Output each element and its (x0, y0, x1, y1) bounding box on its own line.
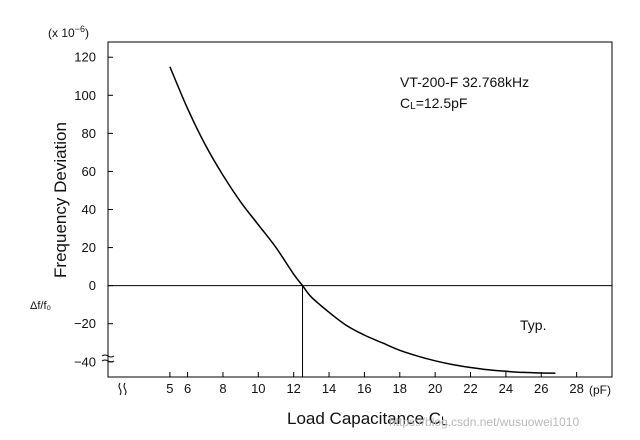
x-tick-label: 8 (219, 381, 226, 396)
x-tick-label: 12 (286, 381, 300, 396)
y-tick-label: 80 (82, 126, 96, 141)
x-tick-label: 18 (393, 381, 407, 396)
y-tick-label: 40 (82, 202, 96, 217)
x-tick-label: 10 (251, 381, 265, 396)
typ-annotation: Typ. (520, 317, 546, 333)
y-tick-label: 20 (82, 240, 96, 255)
series-line-typ (169, 66, 556, 374)
y-tick-label: −40 (74, 354, 96, 369)
y-axis-title: Frequency Deviation (51, 122, 70, 278)
x-unit-label: (pF) (589, 383, 611, 397)
watermark-text: https://blog.csdn.net/wusuowei1010 (389, 415, 579, 429)
x-tick-label: 14 (322, 381, 336, 396)
model-annotation: VT-200-F 32.768kHz (400, 74, 529, 90)
y-axis-symbol: Δf/f₀ (30, 300, 51, 312)
x-axis-break-mark (118, 382, 127, 396)
y-tick-label: −20 (74, 316, 96, 331)
y-axis-ticks: 120 100 80 60 40 20 0 −20 −40 (74, 50, 113, 369)
y-tick-label: 120 (74, 50, 96, 65)
x-axis-ticks: 5 6 8 10 12 14 16 18 20 22 24 26 28 (166, 372, 584, 396)
y-axis-break-mark (101, 354, 115, 363)
x-tick-label: 20 (428, 381, 442, 396)
y-tick-label: 100 (74, 88, 96, 103)
y-unit-label: (x 10−6) (48, 24, 89, 40)
y-tick-label: 0 (89, 278, 96, 293)
x-tick-label: 22 (463, 381, 477, 396)
x-tick-label: 26 (534, 381, 548, 396)
x-tick-label: 6 (184, 381, 191, 396)
x-tick-label: 5 (166, 381, 173, 396)
x-tick-label: 16 (357, 381, 371, 396)
y-tick-label: 60 (82, 164, 96, 179)
x-tick-label: 24 (499, 381, 513, 396)
x-tick-label: 28 (569, 381, 583, 396)
x-axis-title: Load Capacitance CL (287, 409, 448, 428)
load-annotation: CL=12.5pF (400, 95, 467, 112)
